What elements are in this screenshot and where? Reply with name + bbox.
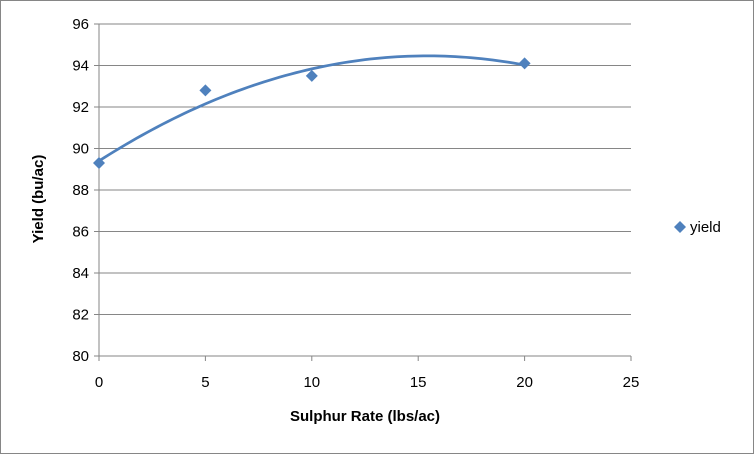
y-tick-label: 84 [72,265,89,282]
y-tick-label: 80 [72,348,89,365]
data-markers [93,57,531,170]
y-tick-label: 82 [72,307,89,324]
x-tick-label: 20 [516,374,533,391]
data-point [93,157,105,170]
y-tick-label: 86 [72,224,89,241]
x-tick-label: 15 [410,374,427,391]
x-tick-label: 5 [201,374,209,391]
axes: 80 82 84 86 88 90 92 94 96 0 5 10 15 20 25 [72,16,639,391]
data-point [518,57,531,70]
y-axis-title: Yield (bu/ac) [30,155,47,244]
data-point [199,84,212,97]
trendline-layer [97,54,526,163]
x-tick-label: 10 [303,374,320,391]
y-tick-label: 96 [72,16,89,33]
data-point [305,69,318,82]
x-tick-label: 0 [95,374,103,391]
legend-diamond-icon [674,221,686,233]
legend-label: yield [690,219,721,236]
x-tick-label: 25 [623,374,640,391]
x-axis-title: Sulphur Rate (lbs/ac) [290,408,440,425]
y-tick-label: 94 [72,58,89,75]
y-tick-label: 92 [72,99,89,116]
trendline [97,54,526,163]
y-tick-label: 88 [72,182,89,199]
gridlines [99,23,631,315]
legend: yield [674,219,721,236]
y-tick-label: 90 [72,141,89,158]
